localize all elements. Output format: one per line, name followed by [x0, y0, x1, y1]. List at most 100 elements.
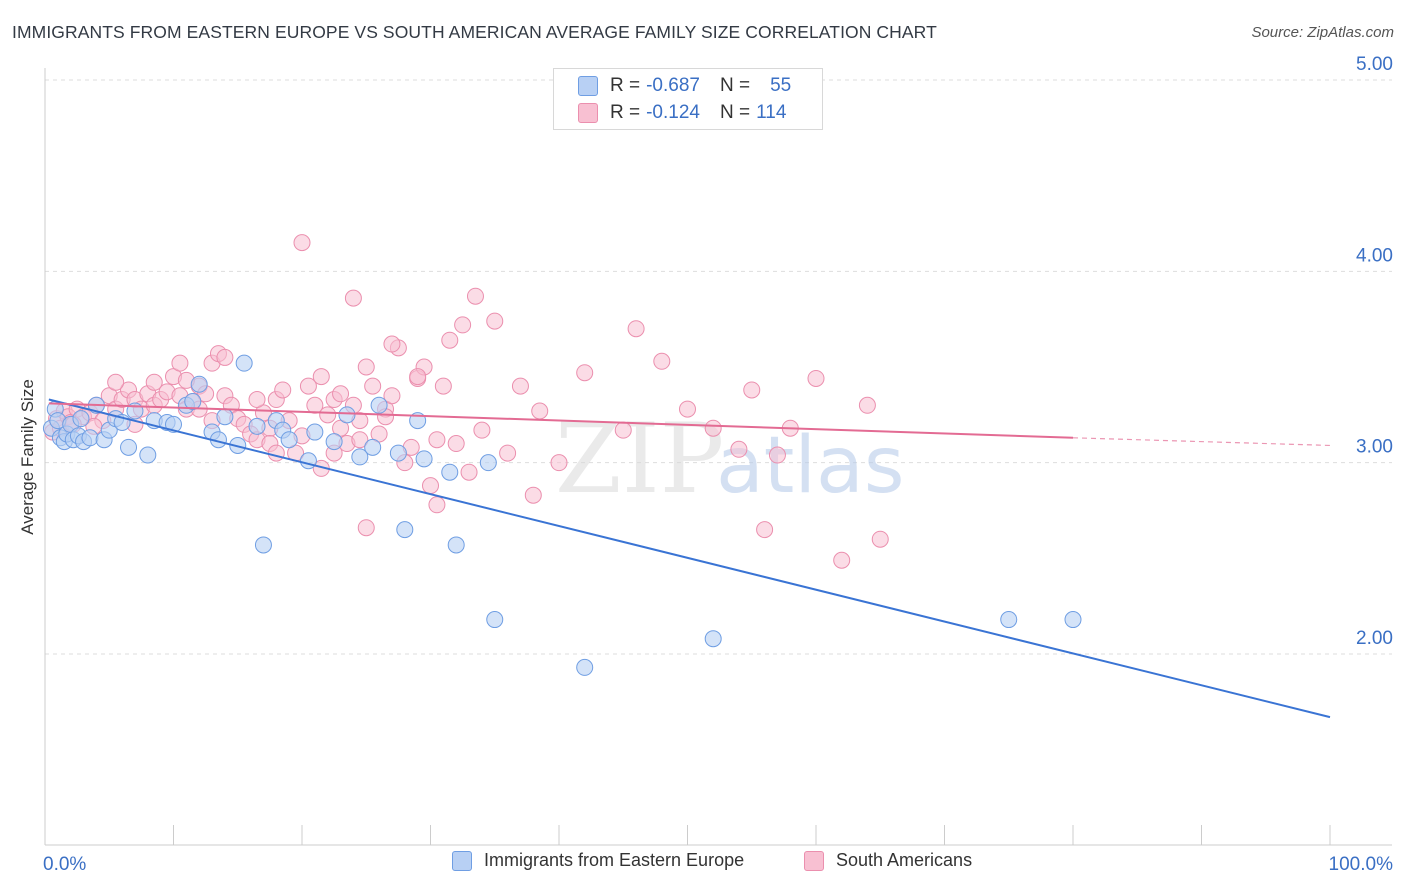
- data-point-south-americans: [858, 396, 876, 414]
- data-point-south-americans: [293, 234, 311, 252]
- chart-title: IMMIGRANTS FROM EASTERN EUROPE VS SOUTH …: [12, 22, 937, 42]
- data-point-south-americans: [344, 289, 362, 307]
- data-point-eastern-europe: [441, 463, 459, 481]
- data-point-eastern-europe: [1064, 611, 1082, 629]
- data-point-eastern-europe: [338, 406, 356, 424]
- data-point-south-americans: [441, 331, 459, 349]
- data-point-south-americans: [743, 381, 761, 399]
- series-south-americans: [44, 234, 889, 569]
- y-tick-label: 3.00: [1356, 437, 1393, 458]
- data-point-south-americans: [756, 521, 774, 539]
- n-value: 114: [756, 102, 787, 123]
- data-point-south-americans: [679, 400, 696, 418]
- source-label: Source: ZipAtlas.com: [1251, 24, 1394, 41]
- data-point-south-americans: [499, 444, 517, 462]
- data-point-eastern-europe: [190, 375, 208, 393]
- data-point-south-americans: [576, 364, 594, 382]
- data-point-south-americans: [107, 373, 125, 391]
- watermark: ZIP atlas: [555, 403, 905, 515]
- data-point-eastern-europe: [235, 354, 253, 372]
- data-point-eastern-europe: [704, 630, 722, 648]
- data-point-eastern-europe: [165, 415, 182, 433]
- y-tick-label: 2.00: [1356, 628, 1393, 649]
- data-point-eastern-europe: [447, 536, 465, 554]
- data-point-eastern-europe: [248, 417, 266, 435]
- legend-label: South Americans: [836, 850, 973, 870]
- r-value: -0.124: [646, 102, 700, 123]
- watermark-zip: ZIP: [555, 403, 724, 515]
- data-point-eastern-europe: [479, 454, 497, 472]
- y-tick-label: 5.00: [1356, 54, 1393, 75]
- data-point-south-americans: [653, 352, 671, 370]
- n-label: N =: [719, 75, 751, 96]
- data-point-eastern-europe: [364, 438, 382, 456]
- x-tick-label: 0.0%: [43, 854, 86, 875]
- trend-line-south-americans: [48, 402, 1074, 439]
- data-point-eastern-europe: [72, 410, 90, 428]
- series-legend: Immigrants from Eastern Europe South Ame…: [0, 850, 1406, 880]
- legend-swatch-blue: [452, 850, 472, 871]
- data-point-south-americans: [627, 320, 645, 338]
- data-point-south-americans: [511, 377, 529, 395]
- data-point-eastern-europe: [486, 611, 504, 629]
- legend-swatch-pink: [578, 103, 598, 123]
- data-point-south-americans: [486, 312, 504, 330]
- y-axis-label: Average Family Size: [18, 379, 37, 535]
- data-point-eastern-europe: [389, 444, 407, 462]
- data-point-south-americans: [460, 463, 478, 481]
- r-label: R =: [610, 102, 641, 123]
- data-point-south-americans: [447, 435, 465, 453]
- data-point-south-americans: [434, 377, 452, 395]
- data-point-eastern-europe: [396, 521, 414, 539]
- data-point-south-americans: [730, 440, 748, 458]
- data-point-eastern-europe: [415, 450, 433, 468]
- trend-line-south-americans-extension: [1072, 437, 1331, 447]
- data-point-south-americans: [531, 402, 549, 420]
- data-point-south-americans: [704, 419, 722, 437]
- legend-item-south-americans: South Americans: [804, 850, 972, 871]
- data-point-south-americans: [364, 377, 382, 395]
- data-point-south-americans: [524, 486, 542, 504]
- legend-row-south-americans: R = -0.124 N = 114: [578, 102, 786, 124]
- watermark-atlas: atlas: [716, 421, 905, 511]
- data-point-eastern-europe: [184, 392, 202, 410]
- data-point-south-americans: [248, 391, 266, 409]
- data-point-south-americans: [171, 354, 189, 372]
- data-point-eastern-europe: [306, 423, 324, 441]
- data-point-south-americans: [357, 519, 375, 537]
- data-point-eastern-europe: [280, 431, 298, 449]
- data-point-eastern-europe: [1000, 611, 1018, 629]
- data-point-south-americans: [274, 381, 292, 399]
- data-point-south-americans: [833, 551, 851, 569]
- y-tick-label: 4.00: [1356, 245, 1393, 266]
- data-point-south-americans: [216, 348, 234, 366]
- n-label: N =: [719, 102, 751, 123]
- data-point-eastern-europe: [370, 396, 388, 414]
- data-point-south-americans: [383, 335, 401, 353]
- data-point-south-americans: [351, 431, 369, 449]
- data-point-south-americans: [312, 368, 330, 386]
- legend-row-eastern-europe: R = -0.687 N = 55: [578, 75, 791, 97]
- data-point-south-americans: [871, 530, 889, 548]
- data-point-eastern-europe: [351, 448, 369, 466]
- data-point-south-americans: [768, 446, 786, 464]
- data-point-eastern-europe: [325, 433, 343, 451]
- data-point-south-americans: [422, 477, 439, 495]
- data-point-south-americans: [145, 373, 163, 391]
- data-point-south-americans: [428, 496, 446, 514]
- data-point-eastern-europe: [576, 658, 594, 676]
- legend-swatch-blue: [578, 76, 598, 96]
- axes: 2.00 3.00 4.00 5.00 0.0% 100.0%: [43, 54, 1393, 875]
- data-point-eastern-europe: [120, 438, 138, 456]
- data-point-south-americans: [357, 358, 375, 376]
- data-point-eastern-europe: [299, 452, 317, 470]
- data-point-eastern-europe: [254, 536, 272, 554]
- legend-item-eastern-europe: Immigrants from Eastern Europe: [452, 850, 744, 871]
- data-point-eastern-europe: [81, 429, 99, 447]
- legend-label: Immigrants from Eastern Europe: [484, 850, 745, 870]
- data-point-south-americans: [409, 368, 427, 386]
- legend-swatch-pink: [804, 850, 824, 871]
- data-point-south-americans: [332, 385, 350, 403]
- x-tick-label: 100.0%: [1329, 854, 1394, 875]
